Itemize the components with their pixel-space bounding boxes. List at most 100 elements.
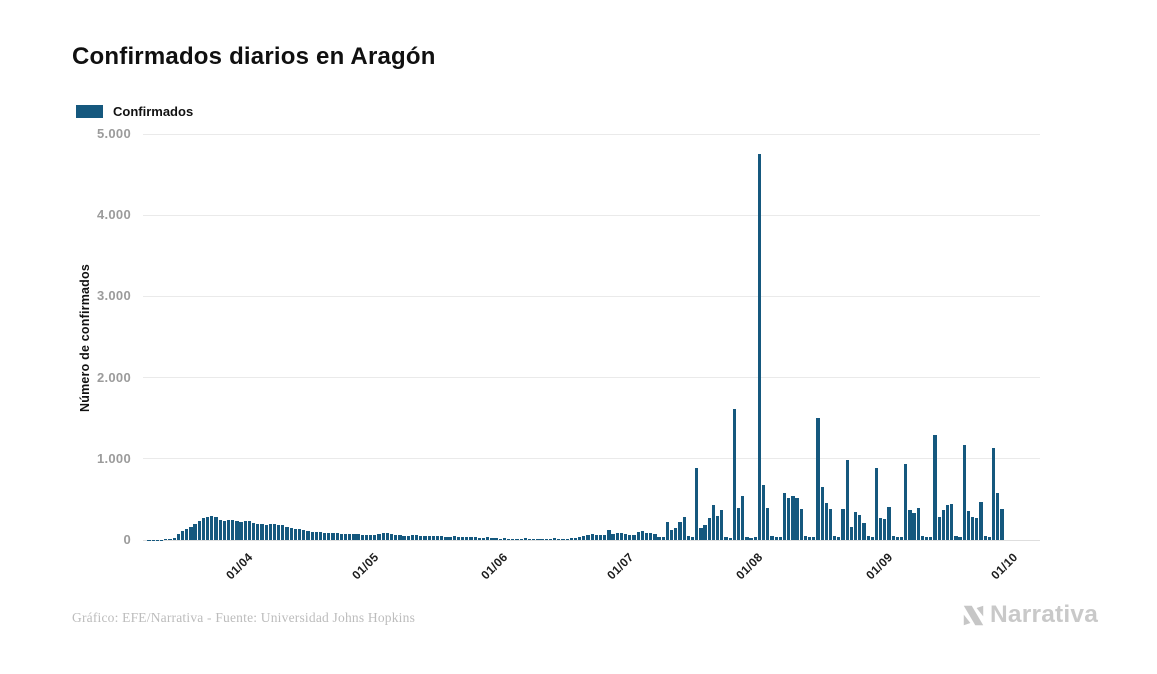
- bar: [410, 535, 415, 540]
- bar: [557, 538, 561, 540]
- bar: [272, 524, 277, 540]
- bar: [674, 527, 678, 540]
- gridline: [143, 214, 1040, 216]
- bar: [494, 538, 498, 540]
- bar: [874, 468, 879, 540]
- bar: [214, 517, 218, 540]
- bar: [682, 517, 686, 540]
- bar: [189, 527, 193, 540]
- bar: [527, 538, 532, 540]
- bar: [883, 519, 887, 540]
- bar: [310, 531, 314, 540]
- bar: [937, 516, 941, 540]
- bar: [820, 487, 824, 540]
- bar: [389, 534, 394, 540]
- bar: [176, 534, 180, 540]
- bar: [427, 536, 431, 540]
- bar: [168, 539, 172, 540]
- bar: [398, 535, 402, 540]
- bar: [256, 523, 260, 540]
- bar: [239, 521, 243, 540]
- bar: [720, 509, 724, 540]
- gridline: [143, 295, 1040, 297]
- bar: [598, 535, 603, 540]
- bar: [218, 519, 222, 540]
- bar: [632, 535, 636, 540]
- bar: [318, 532, 323, 540]
- x-tick-label-text: 01/07: [604, 550, 637, 583]
- x-tick-label-text: 01/09: [863, 550, 896, 583]
- bar: [193, 524, 197, 540]
- bar: [582, 535, 586, 540]
- bar: [377, 534, 381, 540]
- bar: [302, 530, 306, 540]
- bar: [603, 535, 607, 540]
- y-tick-label: 4.000: [96, 207, 131, 223]
- bar: [636, 532, 640, 540]
- bar: [899, 537, 904, 540]
- bar: [975, 517, 979, 540]
- bar: [757, 153, 762, 540]
- bar: [222, 521, 226, 540]
- bar: [607, 530, 611, 540]
- bar: [486, 537, 490, 540]
- y-tick-label: 3.000: [96, 288, 131, 304]
- bar: [498, 538, 502, 540]
- bar: [281, 525, 285, 540]
- bar: [611, 533, 615, 540]
- bar: [251, 522, 256, 540]
- bar: [561, 539, 565, 540]
- chart-title: Confirmados diarios en Aragón: [72, 43, 436, 70]
- bar: [423, 535, 427, 540]
- bar: [385, 533, 389, 540]
- bar: [665, 521, 670, 540]
- bar: [506, 538, 511, 540]
- bar: [448, 536, 452, 540]
- bar: [979, 501, 983, 540]
- bar: [473, 537, 477, 540]
- bar: [348, 534, 352, 540]
- bar: [841, 508, 845, 540]
- legend-item-confirmados[interactable]: Confirmados: [76, 104, 193, 119]
- bar: [695, 467, 699, 540]
- bar: [649, 533, 653, 540]
- legend-label-confirmados: Confirmados: [113, 104, 194, 119]
- narrativa-logo-icon: [963, 605, 984, 625]
- bar: [895, 536, 900, 540]
- bar: [703, 524, 707, 540]
- bar: [954, 536, 958, 540]
- bar: [749, 537, 753, 540]
- bar: [732, 409, 736, 540]
- bar: [226, 520, 231, 540]
- bar: [511, 539, 515, 540]
- bar: [774, 537, 778, 540]
- bar: [573, 537, 578, 540]
- bar: [523, 538, 527, 540]
- legend-swatch-confirmados: [76, 105, 103, 118]
- bar: [766, 508, 770, 540]
- bar: [515, 539, 519, 540]
- bar: [369, 535, 373, 540]
- bar: [996, 493, 1000, 540]
- bar: [235, 520, 239, 540]
- bar: [971, 516, 975, 540]
- bar: [381, 532, 385, 540]
- bar: [469, 536, 473, 540]
- bar: [870, 536, 874, 540]
- bar: [962, 445, 966, 540]
- bar: [966, 511, 971, 540]
- bar: [444, 536, 448, 540]
- bar: [481, 537, 486, 540]
- bar: [837, 536, 841, 540]
- bar: [745, 536, 749, 540]
- bar: [615, 532, 619, 540]
- bar: [343, 533, 348, 540]
- bar: [640, 531, 644, 540]
- bar: [787, 498, 791, 540]
- bar: [828, 508, 833, 540]
- bar: [268, 524, 272, 540]
- bar: [778, 536, 782, 540]
- bar: [853, 511, 858, 540]
- bar: [519, 538, 523, 540]
- bar: [569, 538, 573, 540]
